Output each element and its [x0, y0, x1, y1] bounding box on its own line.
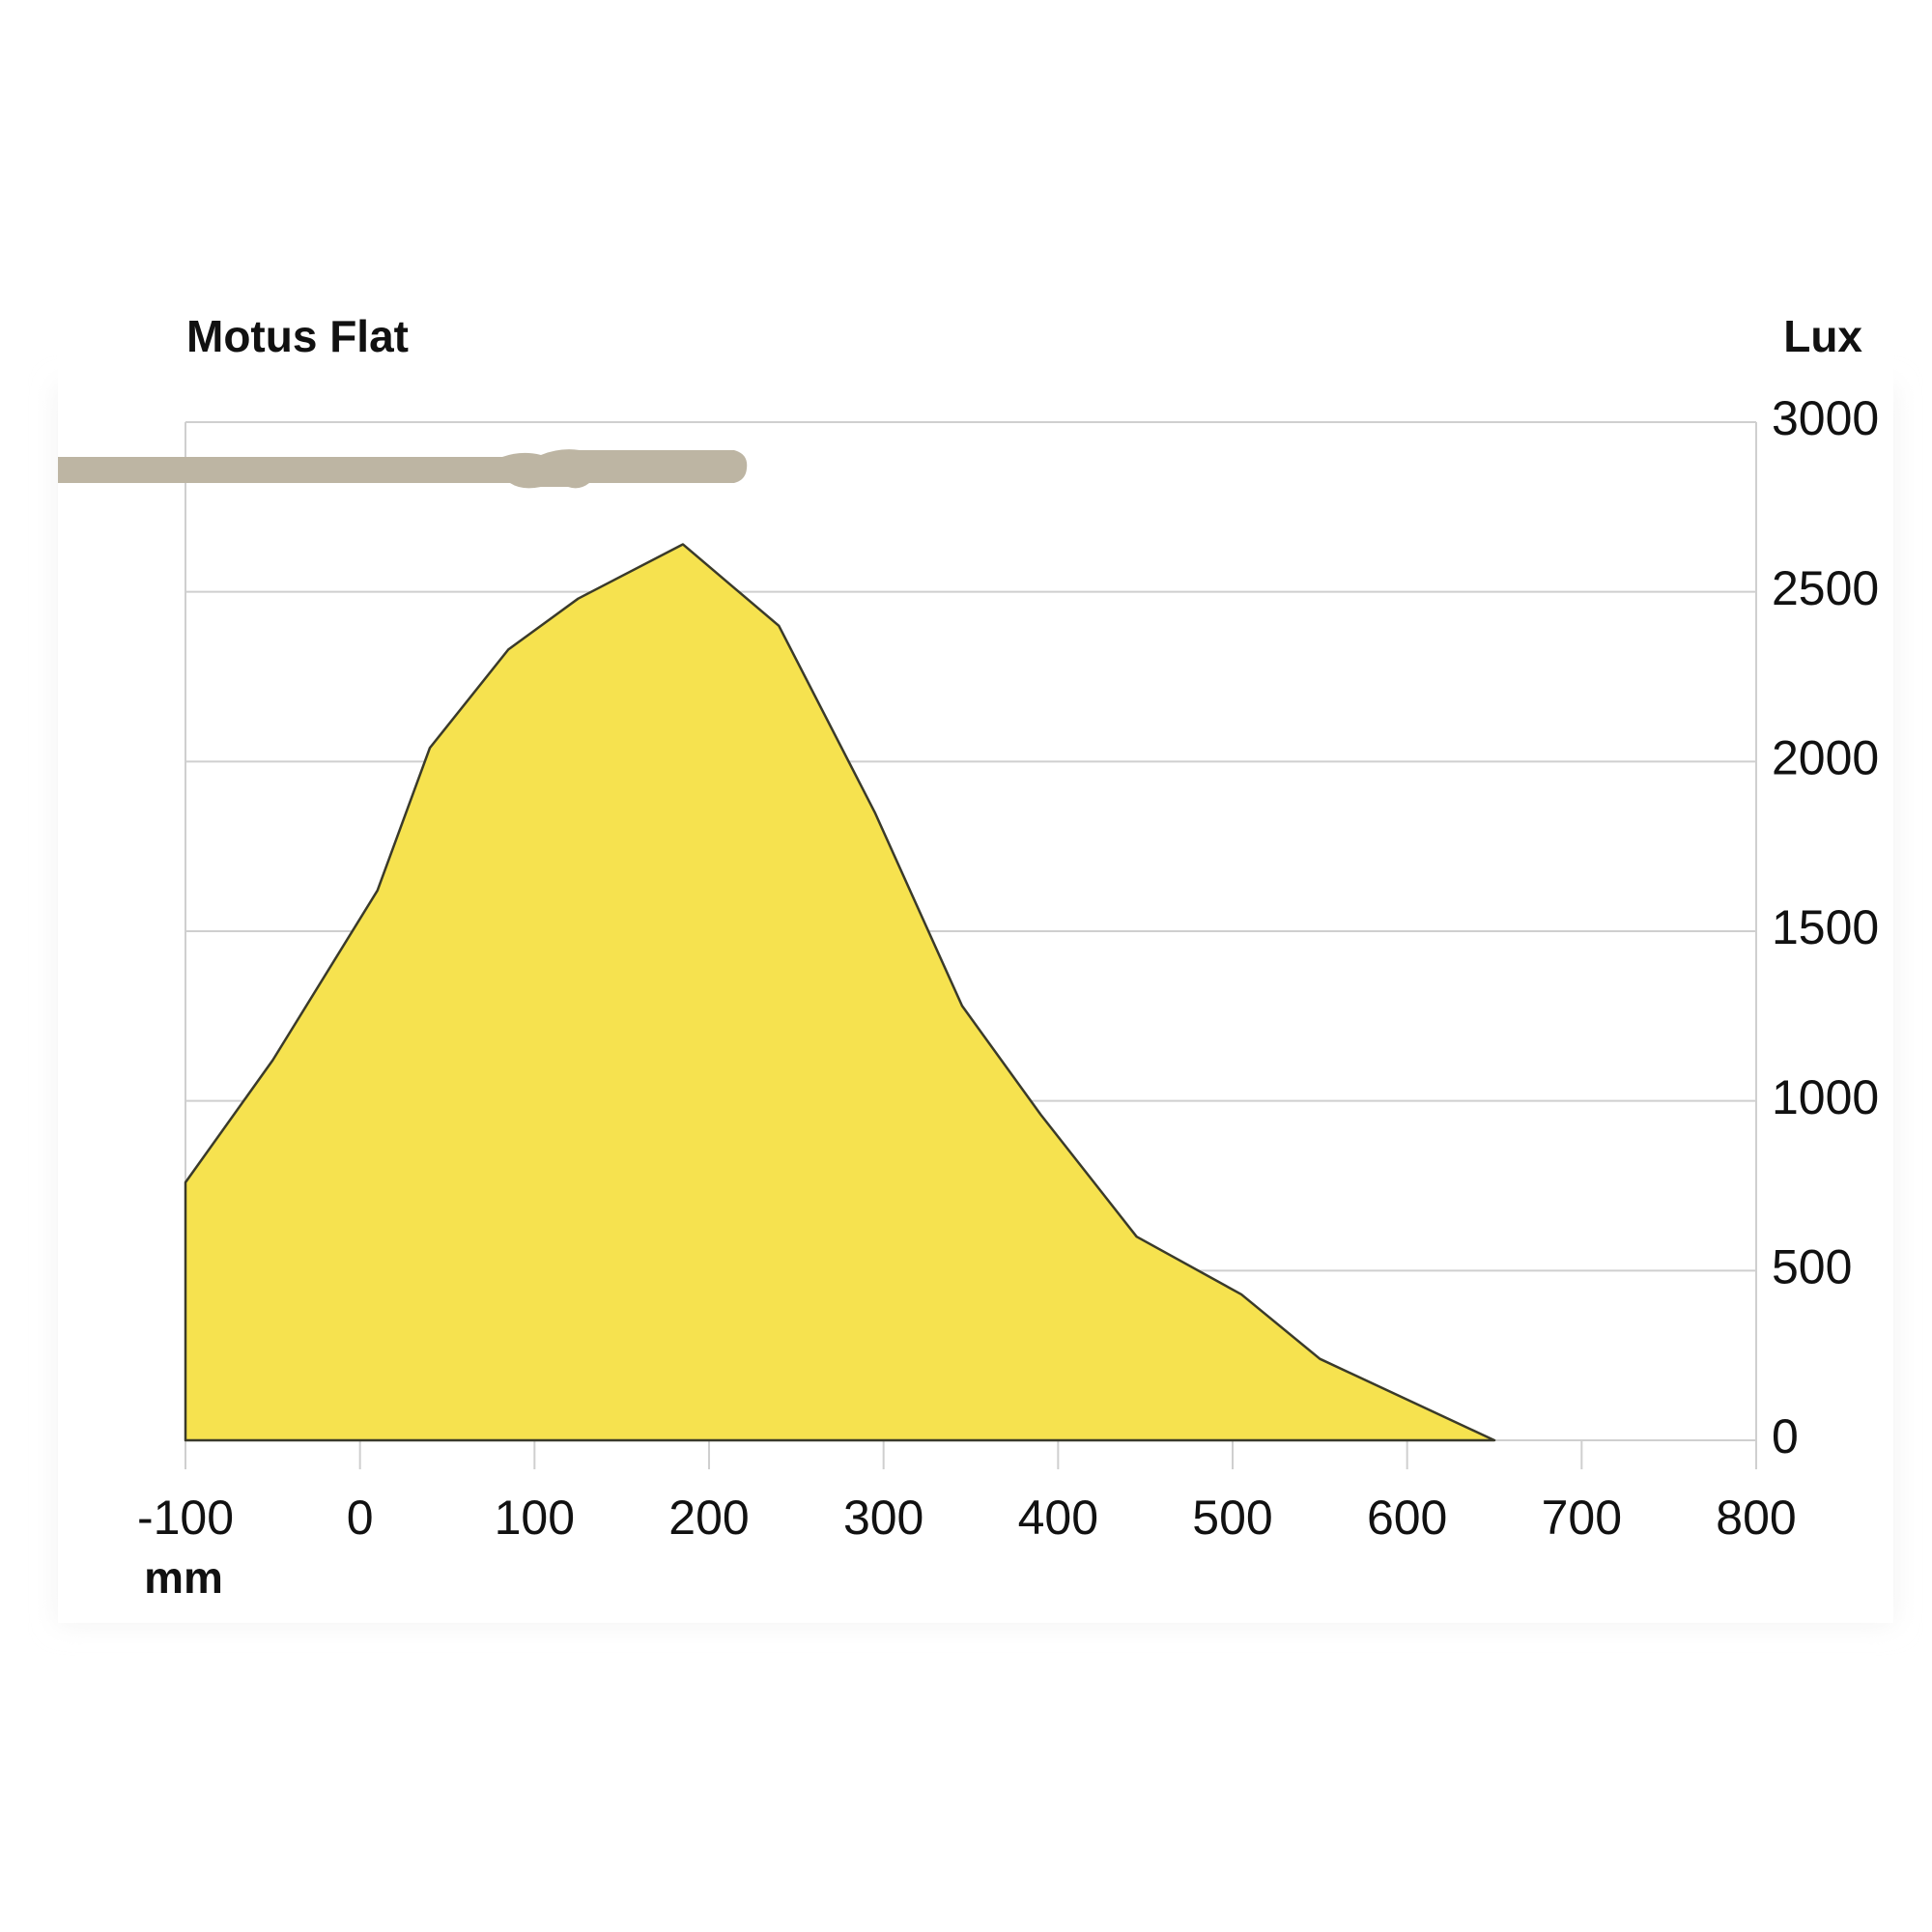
x-tick-label: -100 [137, 1491, 234, 1545]
x-tick-label: 300 [843, 1491, 923, 1545]
x-axis-label: mm [144, 1552, 223, 1603]
x-tick-label: 500 [1192, 1491, 1272, 1545]
luminaire-icon [58, 449, 748, 489]
y-axis-label: Lux [1783, 311, 1862, 361]
x-tick-label: 0 [347, 1491, 374, 1545]
x-tick-label: 200 [668, 1491, 749, 1545]
y-tick-label: 2500 [1772, 561, 1879, 615]
plot: 0 500 1000 1500 2000 2500 3000 -100 0 100 200 300 40… [137, 391, 1879, 1545]
x-tick-label: 800 [1716, 1491, 1796, 1545]
y-tick-label: 0 [1772, 1409, 1799, 1463]
chart-title: Motus Flat [186, 311, 409, 361]
y-tick-label: 2000 [1772, 731, 1879, 785]
x-tick-label: 100 [495, 1491, 575, 1545]
y-tick-label: 3000 [1772, 391, 1879, 445]
y-tick-label: 1500 [1772, 900, 1879, 954]
area [184, 543, 1496, 1442]
y-tick-label: 500 [1772, 1240, 1852, 1294]
y-tick-label: 1000 [1772, 1070, 1879, 1124]
x-tick-label: 400 [1018, 1491, 1098, 1545]
x-tick-label: 700 [1542, 1491, 1622, 1545]
x-tick-label: 600 [1367, 1491, 1447, 1545]
